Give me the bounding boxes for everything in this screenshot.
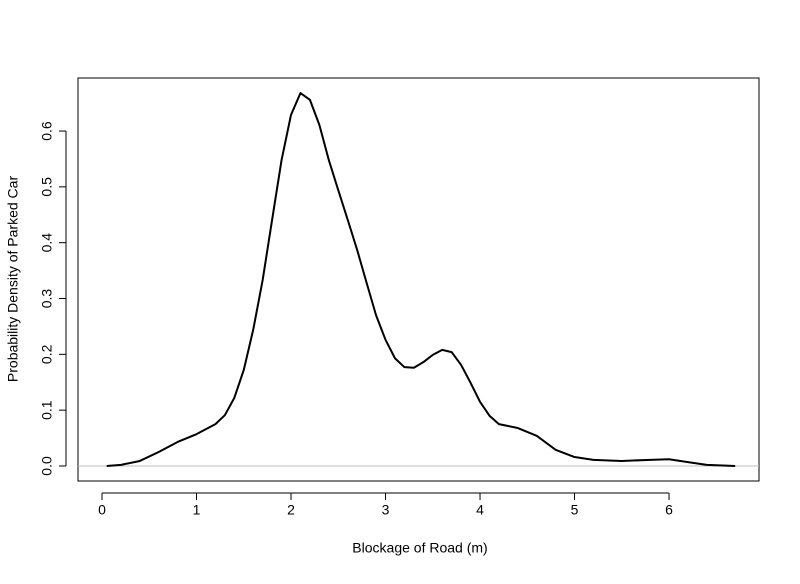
y-axis-label: Probability Density of Parked Car: [5, 176, 21, 383]
x-tick-label: 4: [476, 502, 484, 518]
plot-box: [77, 77, 760, 482]
x-tick-label: 0: [98, 502, 106, 518]
y-tick-label: 0.4: [39, 233, 55, 253]
x-tick-label: 1: [193, 502, 201, 518]
y-tick-label: 0.1: [39, 400, 55, 420]
y-tick-label: 0.3: [39, 289, 55, 309]
y-tick-label: 0.6: [39, 121, 55, 141]
x-tick-label: 2: [287, 502, 295, 518]
x-tick-label: 6: [665, 502, 673, 518]
y-tick-label: 0.2: [39, 344, 55, 364]
y-tick-label: 0.5: [39, 177, 55, 197]
y-tick-label: 0.0: [39, 456, 55, 476]
density-line: [106, 92, 736, 467]
x-axis-label: Blockage of Road (m): [352, 540, 487, 556]
x-tick-label: 3: [382, 502, 390, 518]
x-tick-label: 5: [571, 502, 579, 518]
